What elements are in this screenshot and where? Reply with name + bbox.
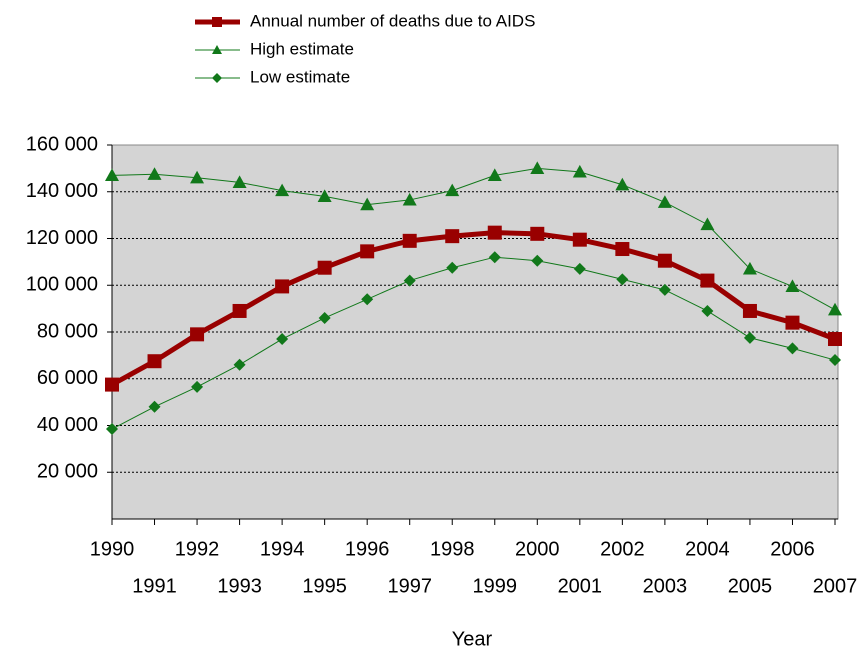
marker	[701, 304, 714, 317]
x-tick-label: 2001	[558, 575, 603, 597]
marker	[190, 170, 205, 184]
marker	[190, 327, 205, 342]
marker	[700, 273, 715, 288]
marker	[572, 232, 587, 247]
marker	[785, 315, 800, 330]
x-tick-label: 1992	[175, 538, 220, 560]
marker	[829, 354, 841, 367]
x-tick-label: 1999	[473, 575, 518, 597]
marker	[360, 197, 375, 211]
marker	[616, 273, 629, 286]
marker	[657, 253, 672, 268]
marker	[743, 331, 756, 344]
marker	[275, 183, 290, 197]
marker	[232, 303, 247, 318]
x-tick-label: 2005	[728, 575, 773, 597]
marker	[212, 17, 222, 27]
marker	[275, 279, 290, 294]
marker	[317, 260, 332, 275]
y-tick-label: 20 000	[37, 461, 98, 483]
marker	[742, 303, 757, 318]
x-axis-title: Year	[452, 628, 493, 650]
x-tick-label: 1998	[430, 538, 475, 560]
x-tick-label: 1991	[132, 575, 177, 597]
marker	[105, 168, 119, 181]
marker	[531, 254, 544, 267]
y-tick-label: 140 000	[26, 180, 98, 202]
marker	[233, 358, 246, 371]
marker	[530, 226, 545, 241]
marker	[742, 261, 757, 275]
marker	[487, 168, 502, 181]
x-tick-label: 2002	[600, 538, 645, 560]
marker	[785, 279, 800, 293]
marker	[361, 293, 374, 306]
x-tick-label: 2003	[643, 575, 688, 597]
x-tick-label: 1997	[387, 575, 432, 597]
marker	[147, 167, 162, 180]
y-tick-label: 100 000	[26, 274, 98, 296]
marker	[191, 380, 204, 393]
marker	[360, 244, 375, 259]
series-line	[111, 167, 836, 311]
marker	[530, 161, 545, 174]
marker	[488, 251, 501, 264]
legend-label: Annual number of deaths due to AIDS	[250, 11, 535, 30]
marker	[657, 195, 672, 208]
y-tick-label: 40 000	[37, 414, 98, 436]
marker	[212, 73, 222, 83]
x-tick-label: 2004	[685, 538, 730, 560]
legend-label: High estimate	[250, 39, 354, 58]
series-line	[110, 230, 836, 387]
y-tick-label: 120 000	[26, 227, 98, 249]
series-line	[111, 256, 836, 430]
marker	[658, 283, 671, 296]
x-tick-label: 2007	[813, 575, 858, 597]
marker	[212, 45, 222, 54]
y-tick-label: 160 000	[26, 133, 98, 155]
marker	[828, 332, 842, 347]
x-tick-label: 1990	[90, 538, 135, 560]
marker	[786, 342, 799, 355]
marker	[317, 189, 332, 203]
x-tick-label: 2006	[770, 538, 815, 560]
marker	[445, 229, 460, 244]
marker	[105, 377, 119, 392]
marker	[402, 233, 417, 248]
marker	[148, 400, 161, 413]
marker	[445, 183, 460, 197]
y-tick-label: 60 000	[37, 367, 98, 389]
x-tick-label: 1993	[217, 575, 262, 597]
marker	[573, 262, 586, 275]
marker	[276, 333, 289, 346]
marker	[572, 164, 587, 178]
marker	[615, 177, 630, 191]
y-tick-label: 80 000	[37, 320, 98, 342]
marker	[403, 274, 416, 287]
marker	[615, 242, 630, 257]
marker	[828, 302, 842, 316]
x-tick-label: 1996	[345, 538, 390, 560]
x-tick-label: 1994	[260, 538, 305, 560]
x-tick-label: 2000	[515, 538, 560, 560]
marker	[232, 175, 247, 188]
x-tick-label: 1995	[302, 575, 347, 597]
legend-label: Low estimate	[250, 67, 350, 86]
marker	[700, 217, 715, 231]
marker	[402, 192, 417, 206]
marker	[446, 261, 459, 274]
marker	[487, 225, 502, 240]
marker	[106, 423, 118, 436]
marker	[147, 354, 162, 369]
marker	[318, 311, 331, 324]
